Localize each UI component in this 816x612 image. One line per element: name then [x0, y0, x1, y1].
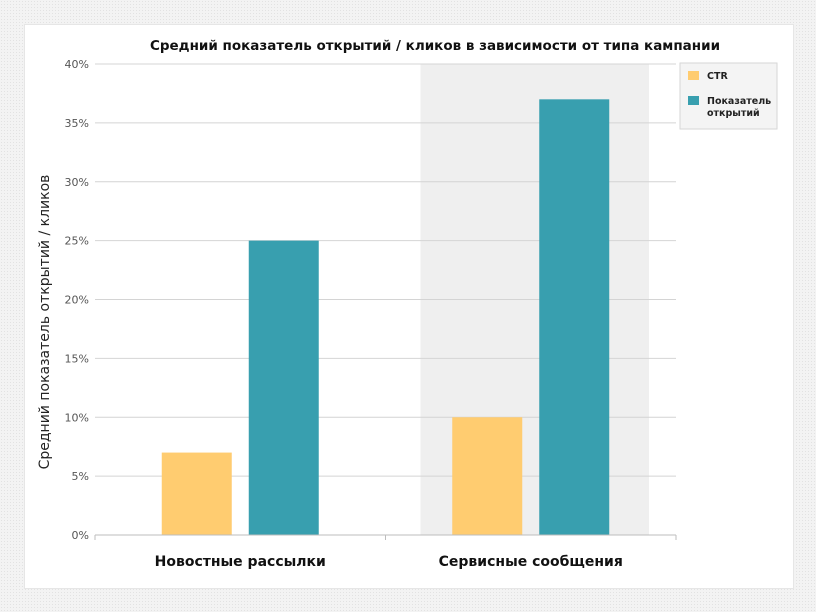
- legend-label: Показатель открытий: [707, 96, 771, 119]
- y-tick-label: 35%: [65, 117, 89, 130]
- bar: [248, 240, 319, 535]
- y-tick-label: 25%: [65, 235, 89, 248]
- y-tick-label: 20%: [65, 294, 89, 307]
- legend-swatch: [688, 96, 699, 105]
- y-tick-label: 0%: [72, 529, 89, 542]
- bar: [161, 452, 232, 535]
- legend-swatch: [688, 71, 699, 80]
- bars: [161, 99, 610, 535]
- y-tick-label: 30%: [65, 176, 89, 189]
- chart-card: [24, 24, 794, 589]
- y-tick-label: 5%: [72, 470, 89, 483]
- x-axis: Новостные рассылки Сервисные сообщения: [94, 534, 677, 570]
- x-category-label: Сервисные сообщения: [439, 554, 623, 570]
- y-axis-label: Средний показатель открытий / кликов: [37, 175, 53, 470]
- x-category-label: Новостные рассылки: [155, 554, 326, 570]
- y-tick-label: 15%: [65, 352, 89, 365]
- y-tick-label: 10%: [65, 411, 89, 424]
- y-tick-label: 40%: [65, 58, 89, 71]
- legend-label: CTR: [707, 71, 728, 82]
- legend: CTR Показатель открытий: [679, 62, 778, 130]
- y-tick-labels: 0% 5% 10% 15% 20% 25% 30% 35% 40%: [65, 58, 89, 542]
- bar: [452, 417, 523, 535]
- chart-title: Средний показатель открытий / кликов в з…: [150, 38, 720, 54]
- bar: [539, 99, 610, 535]
